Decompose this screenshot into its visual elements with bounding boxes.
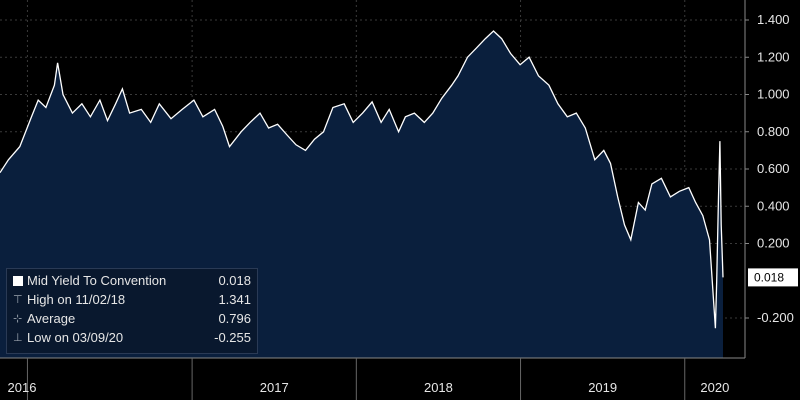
x-tick-label: 2017 [260, 380, 289, 395]
last-value-tag [748, 268, 798, 287]
legend-series-row: Mid Yield To Convention 0.018 [13, 273, 251, 290]
y-tick-label: 0.600 [757, 161, 790, 176]
legend-box: Mid Yield To Convention 0.018 ⊤ High on … [6, 268, 258, 354]
y-tick-label: 1.400 [757, 12, 790, 27]
average-marker-icon: ⊹ [13, 313, 23, 325]
legend-high-row: ⊤ High on 11/02/18 1.341 [13, 292, 251, 309]
series-line [0, 30, 724, 329]
legend-average-label: Average [27, 311, 76, 326]
y-tick-label: 1.200 [757, 49, 790, 64]
x-tick-label: 2016 [8, 380, 37, 395]
legend-series-label: Mid Yield To Convention [27, 273, 167, 288]
legend-high-value: 1.341 [218, 292, 251, 307]
legend-average-row: ⊹ Average 0.796 [13, 311, 251, 328]
y-tick-label: 0.200 [757, 236, 790, 251]
x-axis: 2016 2017 2018 2019 2020 [0, 357, 745, 400]
last-value-label: 0.018 [754, 270, 784, 284]
legend-series-value: 0.018 [218, 273, 251, 288]
y-tick-label: 0.400 [757, 198, 790, 213]
low-marker-icon: ⊥ [13, 332, 23, 344]
high-marker-icon: ⊤ [13, 294, 23, 306]
y-tick-label: 0.800 [757, 124, 790, 139]
y-axis: 1.400 1.200 1.000 0.800 0.600 0.400 0.200 -0.20… [744, 0, 798, 358]
x-tick-label: 2018 [424, 380, 453, 395]
legend-low-label: Low on 03/09/20 [27, 330, 124, 345]
x-tick-label: 2020 [700, 380, 729, 395]
legend-low-row: ⊥ Low on 03/09/20 -0.255 [13, 330, 251, 347]
x-tick-label: 2019 [588, 380, 617, 395]
y-tick-label: 1.000 [757, 87, 790, 102]
legend-low-value: -0.255 [214, 330, 251, 345]
series-swatch-icon [13, 275, 23, 287]
y-tick-label: -0.200 [757, 310, 794, 325]
legend-average-value: 0.796 [218, 311, 251, 326]
legend-high-label: High on 11/02/18 [27, 292, 126, 307]
